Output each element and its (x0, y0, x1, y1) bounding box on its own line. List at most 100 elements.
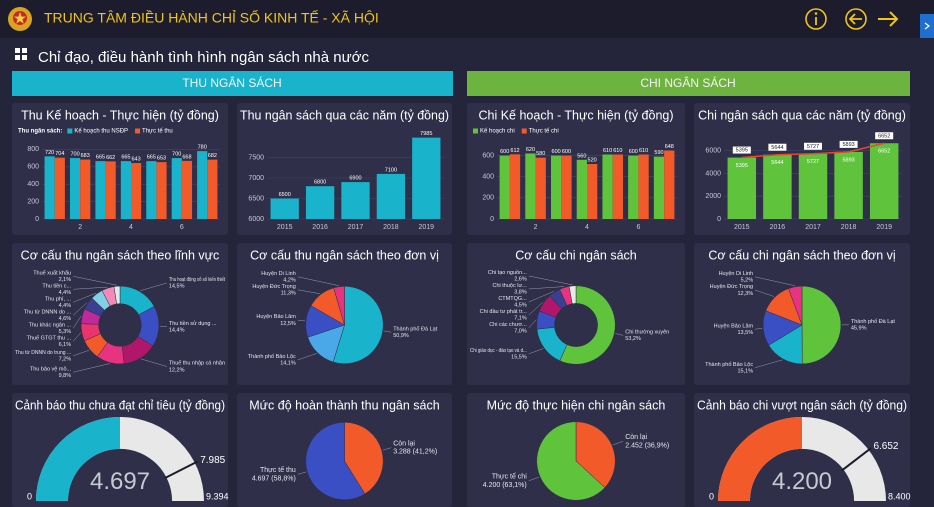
gauge-value (718, 417, 802, 501)
data-label-box (732, 146, 751, 154)
slice-value-label: 11,3% (281, 291, 296, 297)
bar (628, 155, 639, 219)
gauge-target (841, 447, 872, 472)
data-label: 665 (147, 155, 156, 161)
data-label: 612 (510, 148, 519, 154)
slice-value-label: 7,1% (514, 316, 527, 322)
data-label: 610 (613, 148, 622, 154)
slice-value-label: 7,2% (59, 357, 72, 363)
x-tick-label: 6 (180, 224, 184, 231)
slice-label: Huyện Bảo Lâm (714, 323, 754, 329)
legend-title: Thu ngân sách: (18, 129, 62, 135)
data-label: 600 (500, 149, 509, 155)
legend-swatch (473, 128, 478, 134)
pie-slice (575, 421, 616, 488)
data-label: 610 (603, 148, 612, 154)
slice-value-label: 4,4% (59, 303, 72, 309)
data-label-box (875, 132, 894, 140)
leader-line (297, 319, 306, 322)
pie-slice (788, 285, 803, 326)
section-bar[interactable] (12, 71, 453, 96)
slice-label: Còn lại (625, 434, 647, 441)
slice-label: Huyện Đức Trọng (710, 284, 753, 290)
data-label: 704 (55, 151, 64, 157)
slice-label: Thu bảo vệ mô... (30, 366, 72, 372)
chart-title: Thu ngân sách qua các năm (tỷ đồng) (240, 108, 449, 122)
pie-slice (333, 286, 345, 326)
data-label: 520 (588, 157, 597, 163)
pie-slice (332, 286, 384, 364)
data-label: 648 (665, 144, 674, 150)
data-label: 6900 (349, 176, 361, 182)
slice-label: Chi các chươ... (489, 322, 527, 328)
forward-button[interactable] (878, 11, 899, 27)
leader-line (72, 332, 82, 342)
slice-value-label: 13,5% (738, 330, 754, 336)
y-tick-label: 200 (27, 198, 39, 205)
y-tick-label: 0 (35, 216, 39, 223)
data-label: 5727 (807, 159, 819, 165)
bar (146, 161, 157, 219)
slice-label: Thành phố Đà Lạt (393, 326, 438, 332)
gauge-value-label: 4.697 (90, 468, 150, 495)
slice-label: Thuế thu nhập cá nhân (169, 361, 225, 367)
leader-line (73, 363, 110, 373)
slice-label: Chi tạo nguồn... (488, 270, 527, 276)
chart-title: Cơ cấu thu ngân sách theo lĩnh vực (21, 248, 220, 262)
x-tick-label: 4 (129, 224, 133, 231)
data-label: 600 (562, 149, 571, 155)
pie-slice (344, 422, 384, 495)
leader-line (73, 349, 90, 357)
chart-title: Chi ngân sách qua các năm (tỷ đồng) (698, 108, 906, 122)
slice-value-label: 4,4% (59, 290, 72, 296)
leader-line (528, 275, 573, 286)
slice-value-label: 15,5% (511, 355, 527, 361)
x-tick-label: 2015 (734, 224, 750, 231)
section-bar[interactable] (467, 71, 910, 96)
info-button[interactable] (805, 8, 827, 30)
slice-value-label: 4.200 (63,1%) (483, 482, 527, 489)
bar (95, 161, 106, 219)
back-button[interactable] (845, 8, 867, 30)
gauge-target-label: 7.985 (200, 455, 225, 466)
gauge-value (36, 417, 120, 501)
slice-label: Chi đầu tư phát tr... (480, 309, 528, 315)
legend-swatch (67, 128, 73, 134)
pie-slice (801, 285, 842, 365)
bar (638, 154, 649, 219)
bar (54, 157, 65, 219)
chart-title: Cảnh báo chi vượt ngân sách (tỷ đồng) (697, 398, 907, 412)
slice-label: Thành phố Đà Lạt (851, 319, 896, 325)
slice-value-label: 5,3% (59, 329, 72, 335)
bar (576, 159, 587, 219)
bar (727, 157, 757, 219)
data-label: 6800 (314, 180, 326, 186)
data-label: 580 (536, 151, 545, 157)
x-tick-label: 4 (585, 224, 589, 231)
panel (467, 243, 685, 385)
pie-slice (536, 421, 606, 501)
section-title: CHI NGÂN SÁCH (640, 75, 735, 90)
x-tick-label: 2017 (805, 224, 821, 231)
bar (131, 163, 142, 219)
leader-line (528, 291, 555, 303)
x-tick-label: 2017 (348, 224, 364, 231)
bar (412, 137, 441, 219)
leader-line (72, 302, 88, 316)
y-tick-label: 4000 (705, 170, 721, 177)
info-icon[interactable] (805, 8, 827, 30)
data-label: 590 (654, 150, 663, 156)
data-label: 7985 (420, 131, 432, 137)
slice-label: Huyện Đức Trọng (252, 284, 295, 290)
side-tab[interactable] (920, 14, 934, 38)
data-label: 5644 (771, 145, 783, 151)
data-label: 6500 (279, 192, 291, 198)
data-label: 720 (45, 150, 54, 156)
data-label: 7100 (385, 167, 397, 173)
grid-icon-cell (15, 48, 20, 53)
data-label: 662 (106, 155, 115, 161)
slice-label: Huyện Di Linh (261, 271, 296, 277)
data-label: 780 (198, 145, 207, 151)
back-icon[interactable] (845, 8, 867, 30)
legend-label: Kế hoạch chi (480, 129, 515, 135)
